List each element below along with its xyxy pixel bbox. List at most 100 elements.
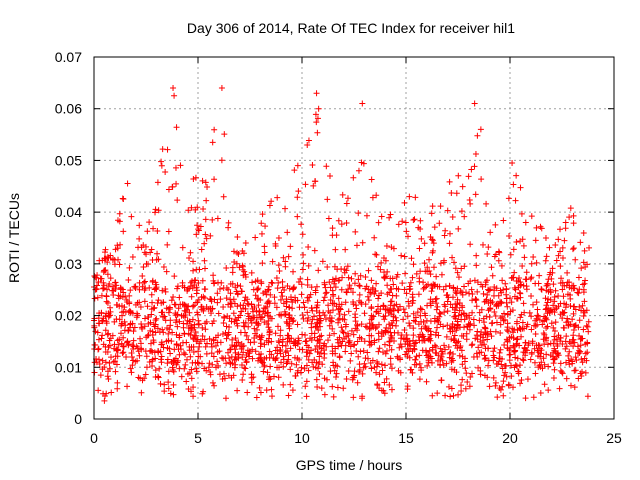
data-point xyxy=(418,306,425,313)
data-point xyxy=(404,383,411,390)
data-point xyxy=(220,303,227,310)
data-point xyxy=(161,381,168,388)
data-point xyxy=(186,309,193,316)
data-point xyxy=(415,321,422,328)
data-point xyxy=(238,361,245,368)
data-point xyxy=(185,207,192,214)
data-point xyxy=(181,284,188,291)
data-point xyxy=(299,331,306,338)
data-point xyxy=(103,292,110,299)
data-point xyxy=(102,327,109,334)
data-point xyxy=(435,318,442,325)
data-point xyxy=(99,357,106,364)
data-point xyxy=(405,348,412,355)
data-point xyxy=(202,231,209,238)
data-point xyxy=(183,378,190,385)
data-point xyxy=(446,240,453,247)
data-point xyxy=(160,263,167,270)
data-point xyxy=(569,246,576,253)
data-point xyxy=(261,249,268,256)
data-point xyxy=(167,317,174,324)
data-point xyxy=(260,368,267,375)
data-point xyxy=(265,298,272,305)
data-point xyxy=(201,265,208,272)
data-point xyxy=(268,198,275,205)
data-point xyxy=(572,256,579,263)
data-point xyxy=(287,243,294,250)
data-point xyxy=(188,375,195,382)
data-point xyxy=(229,269,236,276)
data-point xyxy=(199,324,206,331)
data-point xyxy=(411,361,418,368)
data-point xyxy=(265,309,272,316)
data-point xyxy=(254,277,261,284)
x-tick-label: 25 xyxy=(606,430,622,446)
data-point xyxy=(436,313,443,320)
data-point xyxy=(417,217,424,224)
data-point xyxy=(488,320,495,327)
data-point xyxy=(429,249,436,256)
data-point xyxy=(106,342,113,349)
data-point xyxy=(522,276,529,283)
data-point xyxy=(571,322,578,329)
data-point xyxy=(387,298,394,305)
data-point xyxy=(575,350,582,357)
data-point xyxy=(436,283,443,290)
data-point xyxy=(410,261,417,268)
data-point xyxy=(375,303,381,310)
data-point xyxy=(499,313,506,320)
data-point xyxy=(223,323,230,330)
data-point xyxy=(239,263,246,270)
data-point xyxy=(324,196,331,203)
data-point xyxy=(362,273,369,280)
data-point xyxy=(562,304,569,311)
data-point xyxy=(451,337,458,344)
data-point xyxy=(513,363,520,370)
data-point xyxy=(351,372,358,379)
data-point xyxy=(448,385,455,392)
data-point xyxy=(433,295,440,302)
data-point xyxy=(579,302,586,309)
data-point xyxy=(458,265,465,272)
data-point xyxy=(174,283,181,290)
data-point xyxy=(289,305,296,312)
data-point xyxy=(184,306,191,313)
data-point xyxy=(381,379,388,386)
data-point xyxy=(550,302,557,309)
data-point xyxy=(305,344,312,351)
data-point xyxy=(350,394,357,401)
data-point xyxy=(338,221,345,228)
data-point xyxy=(329,325,336,332)
data-point xyxy=(506,357,513,364)
data-point xyxy=(300,260,307,267)
data-point xyxy=(429,203,436,210)
data-point xyxy=(279,293,286,300)
data-point xyxy=(441,301,448,308)
data-point xyxy=(141,375,148,382)
data-point xyxy=(255,302,262,309)
data-point xyxy=(127,287,134,294)
data-point xyxy=(421,284,428,291)
data-point xyxy=(359,370,366,377)
data-point xyxy=(188,278,195,285)
data-point xyxy=(530,301,537,308)
data-point xyxy=(126,324,133,331)
data-point xyxy=(415,291,422,298)
data-point xyxy=(253,319,260,326)
data-point xyxy=(200,205,207,212)
data-point xyxy=(533,342,540,349)
data-point xyxy=(266,331,273,338)
data-point xyxy=(536,272,543,279)
data-point xyxy=(96,361,103,368)
data-point xyxy=(390,281,397,288)
data-point xyxy=(509,325,516,332)
data-point xyxy=(404,338,411,345)
data-point xyxy=(570,310,577,317)
data-point xyxy=(206,335,213,342)
data-point xyxy=(249,355,256,362)
data-point xyxy=(585,328,592,335)
x-axis-label: GPS time / hours xyxy=(296,457,403,473)
data-point xyxy=(152,329,159,336)
data-point xyxy=(327,317,334,324)
data-point xyxy=(302,181,309,188)
